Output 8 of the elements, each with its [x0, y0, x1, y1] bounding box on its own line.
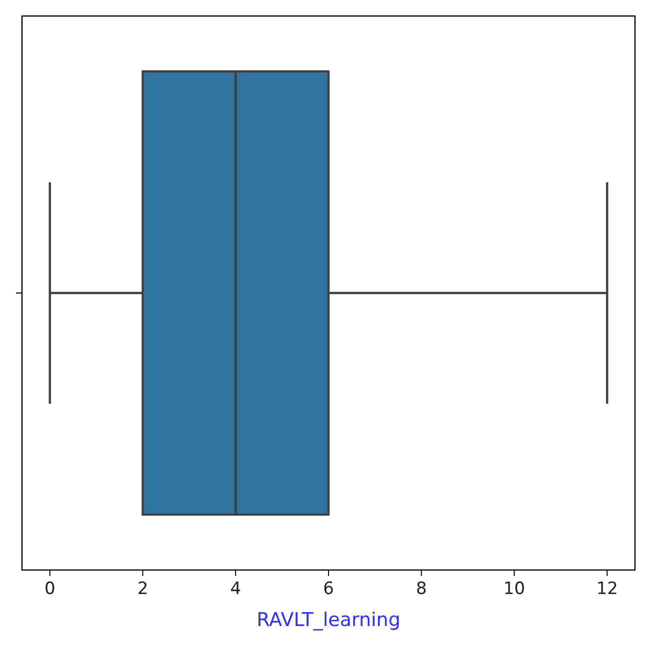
x-tick-label: 0: [44, 579, 56, 599]
x-tick-label: 12: [596, 579, 618, 599]
x-axis-title: RAVLT_learning: [256, 609, 400, 631]
x-tick-label: 4: [230, 579, 242, 599]
x-tick-label: 2: [137, 579, 148, 599]
x-tick-label: 10: [503, 579, 526, 599]
x-tick-label: 6: [323, 579, 334, 599]
x-tick-label: 8: [416, 579, 427, 599]
